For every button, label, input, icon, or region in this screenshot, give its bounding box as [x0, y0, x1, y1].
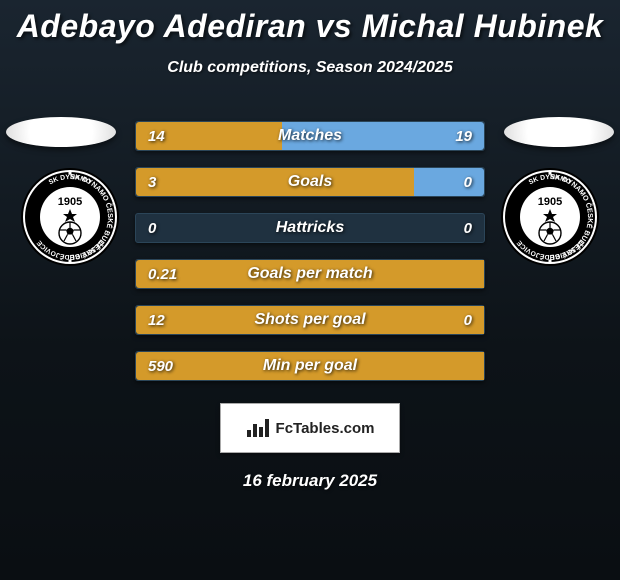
snapshot-date: 16 february 2025 [0, 471, 620, 491]
comparison-subtitle: Club competitions, Season 2024/2025 [0, 59, 620, 77]
stat-bar-left [136, 168, 414, 196]
stat-value-right: 0 [464, 214, 472, 242]
svg-text:1905: 1905 [58, 196, 82, 208]
club-badge-right: SK DYNAMO ČESKÉ BUDĚJOVICE SK DYNAMO ČES… [500, 167, 600, 267]
stat-bar-left [136, 260, 484, 288]
site-brand-badge: FcTables.com [220, 403, 400, 453]
svg-text:1905: 1905 [538, 196, 562, 208]
site-brand-text: FcTables.com [276, 420, 375, 437]
stat-value-right: 19 [455, 122, 472, 150]
stat-value-left: 0 [148, 214, 156, 242]
player-left-photo [6, 117, 116, 147]
comparison-title: Adebayo Adediran vs Michal Hubinek [0, 0, 620, 45]
stat-bar-left [136, 352, 484, 380]
club-badge-left: SK DYNAMO ČESKÉ BUDĚJOVICE SK DYNAMO ČES… [20, 167, 120, 267]
stat-value-left: 14 [148, 122, 165, 150]
stat-value-right: 0 [464, 168, 472, 196]
stat-bar-left [136, 306, 484, 334]
stat-label: Hattricks [136, 214, 484, 242]
stat-bar-right [282, 122, 484, 150]
stat-row: 590Min per goal [135, 351, 485, 381]
stat-value-left: 12 [148, 306, 165, 334]
bar-chart-icon [246, 418, 272, 438]
comparison-content: SK DYNAMO ČESKÉ BUDĚJOVICE SK DYNAMO ČES… [0, 107, 620, 387]
stat-value-left: 590 [148, 352, 173, 380]
stat-row: 30Goals [135, 167, 485, 197]
stat-value-right: 0 [464, 306, 472, 334]
stat-value-left: 3 [148, 168, 156, 196]
player-right-photo [504, 117, 614, 147]
stat-row: 0.21Goals per match [135, 259, 485, 289]
stat-row: 120Shots per goal [135, 305, 485, 335]
stat-row: 0 0Hattricks [135, 213, 485, 243]
stat-row: 1419Matches [135, 121, 485, 151]
stat-value-left: 0.21 [148, 260, 177, 288]
stat-bars-container: 1419Matches30Goals00Hattricks0.21Goals p… [135, 121, 485, 397]
stat-bar-right [414, 168, 484, 196]
